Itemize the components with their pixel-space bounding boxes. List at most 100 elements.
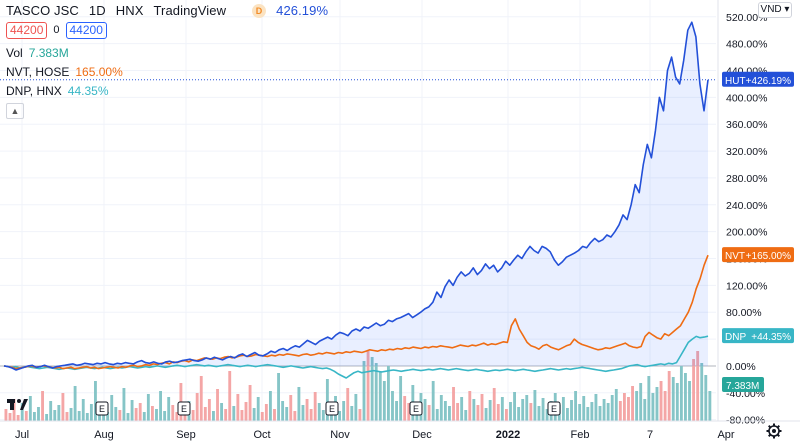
volume-bar bbox=[126, 413, 130, 421]
volume-bar bbox=[525, 395, 529, 421]
volume-bar bbox=[391, 391, 394, 421]
y-tick-label: 80.00% bbox=[726, 307, 762, 319]
earnings-marker[interactable]: E bbox=[325, 401, 339, 416]
volume-bar bbox=[496, 404, 500, 421]
volume-bar bbox=[61, 393, 65, 421]
volume-bar bbox=[399, 376, 403, 421]
earnings-marker[interactable]: E bbox=[547, 401, 561, 416]
price-axis[interactable]: 520.00%480.00%440.00%400.00%360.00%320.0… bbox=[717, 0, 767, 427]
volume-label: Vol bbox=[6, 46, 23, 60]
volume-bar bbox=[509, 402, 512, 421]
volume-bar bbox=[590, 402, 594, 421]
volume-bar bbox=[631, 386, 634, 421]
volume-bar bbox=[146, 394, 150, 421]
volume-bar bbox=[220, 403, 224, 421]
currency-select[interactable]: VND ▾ bbox=[758, 2, 792, 18]
compare-dnp-label: DNP, HNX bbox=[6, 84, 62, 98]
volume-bar bbox=[537, 406, 541, 421]
volume-bar bbox=[89, 404, 93, 421]
series-last-value: +426.19% bbox=[746, 76, 791, 87]
volume-bar bbox=[476, 405, 480, 421]
volume-bar bbox=[517, 407, 521, 421]
volume-bar bbox=[407, 403, 411, 421]
hut-series-line bbox=[3, 21, 709, 371]
time-axis[interactable]: Jul Aug Sep Oct Nov Dec 2022 Feb 7 Apr bbox=[0, 420, 800, 441]
volume-bar bbox=[627, 397, 630, 421]
volume-bar bbox=[65, 412, 69, 421]
volume-bar bbox=[285, 407, 289, 421]
dnp-last-value-label: DNP +44.35% bbox=[722, 328, 794, 344]
compare-nvt-value: 165.00% bbox=[75, 65, 123, 79]
tradingview-logo-icon bbox=[7, 399, 28, 410]
volume-bar bbox=[45, 414, 49, 421]
x-tick-label: Oct bbox=[253, 429, 270, 441]
volume-bar bbox=[191, 410, 195, 421]
compare-nvt-label: NVT, HOSE bbox=[6, 65, 70, 79]
volume-bar bbox=[8, 413, 12, 421]
volume-bar bbox=[350, 406, 354, 421]
volume-bar bbox=[358, 409, 362, 421]
buy-price[interactable]: 44200 bbox=[65, 22, 107, 39]
compare-nvt-legend: NVT, HOSE 165.00% bbox=[6, 65, 338, 80]
svg-text:E: E bbox=[181, 404, 187, 414]
chevron-up-icon[interactable]: ▲ bbox=[6, 103, 24, 119]
interval-label[interactable]: 1D bbox=[88, 3, 106, 18]
chart-grid bbox=[0, 0, 716, 421]
nvt-series-line bbox=[3, 254, 709, 370]
volume-bar bbox=[106, 412, 110, 421]
volume-bar bbox=[635, 391, 639, 421]
volume-last-value-label: 7.383M bbox=[722, 377, 764, 392]
volume-bar bbox=[167, 397, 171, 421]
series-last-labels: HUT +426.19% NVT +165.00% DNP +44.35% 7.383M bbox=[722, 71, 794, 392]
volume-bar bbox=[224, 409, 228, 421]
volume-bar bbox=[57, 405, 61, 421]
series-last-value: +165.00% bbox=[746, 251, 791, 262]
series-symbol: NVT bbox=[725, 251, 745, 262]
volume-bar bbox=[77, 411, 81, 421]
volume-bar bbox=[643, 399, 647, 421]
volume-bar bbox=[452, 387, 455, 421]
volume-bar bbox=[53, 410, 57, 421]
volume-bar bbox=[578, 404, 582, 421]
symbol-name[interactable]: TASCO JSC bbox=[6, 3, 79, 18]
volume-bar bbox=[317, 403, 321, 421]
delay-badge[interactable]: D bbox=[252, 3, 267, 18]
volume-bar bbox=[354, 394, 358, 421]
volume-bar bbox=[464, 410, 468, 421]
volume-bar bbox=[684, 373, 687, 421]
gear-icon[interactable] bbox=[766, 423, 782, 439]
volume-bar bbox=[533, 390, 537, 421]
volume-bar bbox=[423, 399, 427, 421]
volume-bar bbox=[252, 408, 256, 421]
volume-bar bbox=[541, 398, 545, 421]
volume-bar bbox=[212, 411, 215, 421]
x-tick-label: 7 bbox=[647, 429, 653, 441]
volume-bar bbox=[122, 388, 126, 421]
volume-bar bbox=[671, 377, 675, 421]
volume-bar bbox=[692, 359, 696, 421]
volume-bar bbox=[203, 407, 207, 421]
y-tick-label: 200.00% bbox=[726, 227, 767, 239]
y-tick-label: 480.00% bbox=[726, 39, 767, 51]
volume-bar bbox=[28, 396, 32, 421]
series-symbol: HUT bbox=[725, 76, 746, 87]
volume-bar bbox=[594, 394, 598, 421]
volume-bar bbox=[570, 400, 573, 421]
volume-bar bbox=[704, 375, 708, 421]
volume-bar bbox=[32, 412, 36, 421]
volume-bar bbox=[688, 381, 691, 421]
earnings-marker[interactable]: E bbox=[95, 401, 109, 416]
volume-bar bbox=[297, 387, 301, 421]
volume-bar bbox=[651, 393, 655, 421]
sell-price[interactable]: 44200 bbox=[6, 22, 48, 39]
volume-bar bbox=[456, 403, 460, 421]
hut-area-fill bbox=[4, 22, 708, 370]
earnings-marker[interactable]: E bbox=[177, 401, 191, 416]
volume-bar bbox=[130, 400, 134, 421]
volume-bar bbox=[159, 391, 162, 421]
volume-bar bbox=[305, 399, 309, 421]
x-tick-label: 2022 bbox=[496, 429, 520, 441]
earnings-marker[interactable]: E bbox=[409, 401, 423, 416]
